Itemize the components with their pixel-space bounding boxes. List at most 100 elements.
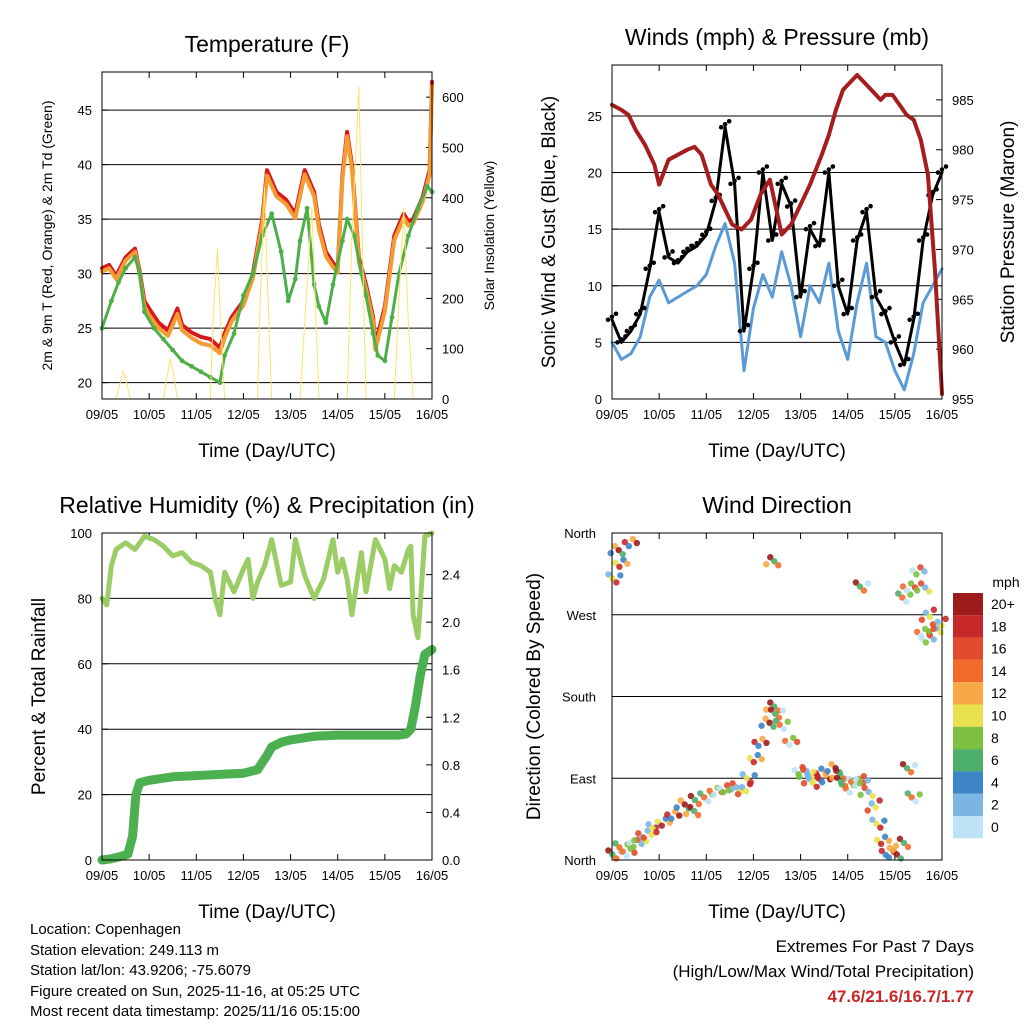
y-tick-label-wind_direction: North — [564, 853, 596, 868]
gust-point — [920, 235, 926, 240]
direction-point — [767, 706, 775, 713]
direction-point — [605, 847, 612, 854]
gust-point — [632, 322, 638, 328]
direction-point — [895, 590, 902, 597]
direction-point — [653, 829, 660, 836]
gust-point — [783, 175, 789, 181]
direction-point — [833, 767, 840, 774]
gust-point — [905, 356, 911, 362]
legend-swatch — [953, 682, 983, 705]
direction-point — [729, 780, 736, 787]
gust-point — [811, 220, 817, 226]
direction-point — [784, 718, 791, 725]
gust-point — [826, 167, 832, 172]
direction-point — [904, 843, 912, 851]
dewpoint-point — [297, 238, 303, 244]
direction-point — [868, 800, 875, 807]
dewpoint-point — [109, 298, 114, 304]
gust-point — [685, 246, 690, 252]
y-tick-label-temperature: 30 — [78, 267, 92, 282]
direction-point — [623, 852, 630, 859]
direction-point — [828, 760, 835, 768]
y-tick-label-humidity_precip: 20 — [78, 788, 92, 803]
direction-point — [852, 579, 860, 586]
gust-point — [637, 308, 643, 314]
direction-point — [763, 561, 770, 568]
x-tick-label-wind_direction: 11/05 — [690, 868, 722, 883]
direction-point — [676, 812, 683, 819]
dewpoint-point — [340, 238, 345, 244]
gust-point — [924, 232, 930, 237]
x-tick-label-temperature: 12/05 — [227, 407, 260, 422]
gust-point — [643, 266, 649, 272]
x-tick-label-wind_direction: 12/05 — [737, 868, 770, 883]
y-tick-label-wind_direction: North — [564, 526, 596, 541]
gust-point — [873, 291, 879, 297]
gust-point — [709, 198, 715, 204]
dewpoint-point — [208, 374, 213, 380]
gust-point — [841, 311, 847, 317]
direction-point — [638, 840, 645, 848]
gust-point — [892, 337, 898, 342]
dewpoint-point — [358, 271, 364, 277]
gust-point — [737, 328, 743, 334]
direction-point — [922, 639, 930, 646]
gust-point — [764, 164, 770, 169]
gust-point — [633, 311, 639, 317]
direction-point — [824, 767, 831, 775]
gust-point — [660, 203, 666, 209]
legend-swatch — [953, 593, 983, 616]
x-tick-label-wind_direction: 14/05 — [831, 868, 864, 883]
direction-point — [640, 834, 647, 841]
direction-point — [918, 616, 926, 623]
y-tick-label-winds_pressure: 15 — [588, 222, 602, 237]
dewpoint-point — [179, 358, 185, 364]
dewpoint-point — [170, 347, 176, 353]
direction-point — [873, 836, 881, 844]
x-tick-label-winds_pressure: 14/05 — [831, 407, 864, 422]
direction-point — [918, 635, 926, 642]
series-line-station-pressure — [610, 73, 944, 396]
direction-point — [776, 721, 783, 728]
gust-point — [830, 164, 836, 169]
direction-point — [631, 837, 638, 844]
direction-point — [763, 706, 770, 713]
extremes-box: Extremes For Past 7 Days (High/Low/Max W… — [673, 934, 974, 1009]
direction-point — [942, 615, 949, 623]
x-tick-label-temperature: 16/05 — [416, 407, 449, 422]
series-line-9m-t — [100, 84, 434, 356]
direction-point — [629, 535, 637, 543]
direction-point — [694, 811, 702, 819]
gust-point — [835, 280, 841, 286]
x-tick-label-wind_direction: 16/05 — [926, 868, 959, 883]
gust-point — [760, 167, 766, 172]
gust-point — [858, 232, 864, 237]
direction-point — [677, 797, 684, 804]
gust-point — [803, 226, 809, 232]
plot-frame-wind_direction — [611, 532, 943, 861]
y-tick-right-label-humidity_precip: 2.0 — [442, 615, 460, 630]
legend-label: 4 — [991, 774, 999, 790]
gust-point — [935, 170, 941, 175]
x-tick-label-winds_pressure: 15/05 — [879, 407, 912, 422]
direction-point — [785, 741, 793, 749]
direction-point — [686, 803, 694, 811]
extremes-subtitle: (High/Low/Max Wind/Total Precipitation) — [672, 962, 974, 981]
direction-point — [747, 779, 754, 786]
gust-point — [718, 124, 724, 130]
gust-point — [864, 206, 869, 212]
direction-point — [681, 801, 688, 808]
series-line-sonic-wind — [610, 222, 944, 392]
x-tick-label-winds_pressure: 10/05 — [643, 407, 676, 422]
gust-point — [641, 305, 647, 311]
direction-point — [892, 842, 900, 850]
series-line-2m-td — [100, 184, 434, 385]
direction-point — [613, 579, 620, 586]
gust-point — [615, 340, 620, 345]
x-tick-label-winds_pressure: 09/05 — [596, 407, 629, 422]
direction-point — [934, 618, 941, 626]
direction-point — [612, 559, 619, 566]
legend-swatch — [953, 771, 983, 794]
direction-point — [701, 794, 708, 801]
